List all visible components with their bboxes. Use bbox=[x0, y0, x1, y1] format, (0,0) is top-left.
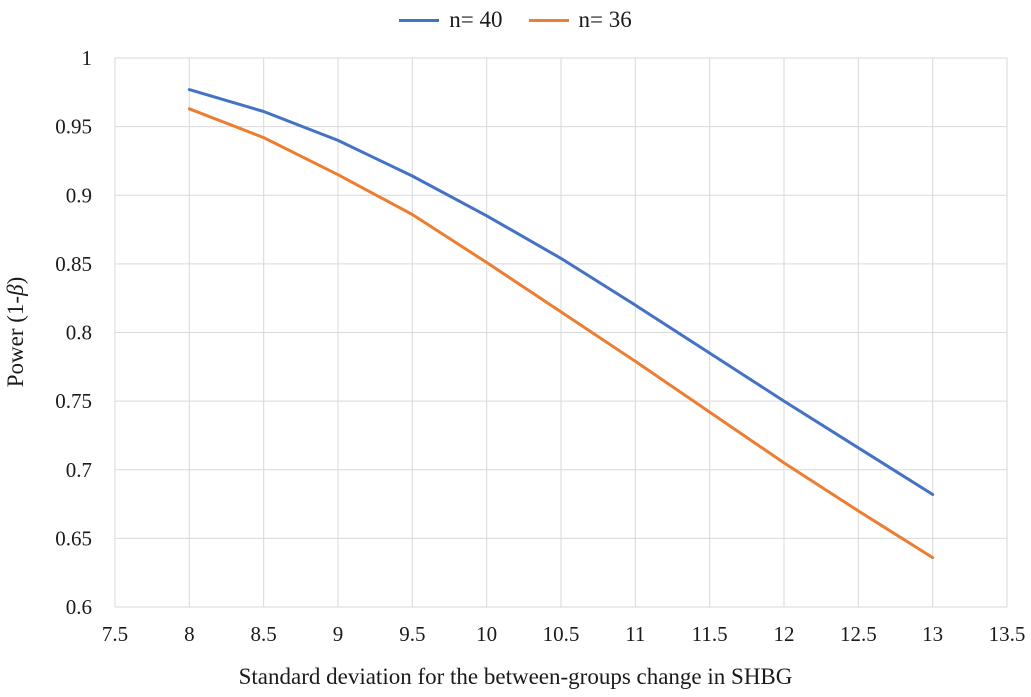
x-axis-label: Standard deviation for the between-group… bbox=[238, 664, 793, 689]
y-tick-label-8: 1 bbox=[82, 46, 93, 70]
legend-item-n40[interactable]: n= 40 bbox=[399, 7, 503, 33]
y-tick-label-5: 0.85 bbox=[55, 252, 92, 276]
y-tick-label-3: 0.75 bbox=[55, 389, 92, 413]
y-axis-label: Power (1-β) bbox=[3, 277, 29, 387]
chart-legend: n= 40 n= 36 bbox=[0, 6, 1031, 34]
series-line-n36 bbox=[187, 107, 935, 560]
x-tick-label-1: 8 bbox=[184, 622, 195, 646]
y-tick-label-7: 0.95 bbox=[55, 115, 92, 139]
y-tick-label-0: 0.6 bbox=[66, 595, 92, 619]
x-tick-label-9: 12 bbox=[774, 622, 795, 646]
legend-swatch-n36 bbox=[528, 18, 569, 22]
x-tick-label-5: 10 bbox=[476, 622, 497, 646]
legend-label-n36: n= 36 bbox=[578, 7, 632, 32]
x-tick-label-10: 12.5 bbox=[840, 622, 877, 646]
x-tick-label-4: 9.5 bbox=[399, 622, 425, 646]
y-axis-label-symbol: β bbox=[3, 284, 28, 296]
x-tick-label-7: 11 bbox=[625, 622, 645, 646]
legend-item-n36[interactable]: n= 36 bbox=[528, 7, 632, 33]
plot-area-frame bbox=[114, 57, 1008, 608]
y-tick-label-1: 0.65 bbox=[55, 526, 92, 550]
x-tick-label-11: 13 bbox=[922, 622, 943, 646]
y-axis-label-suffix: ) bbox=[3, 276, 28, 285]
x-tick-label-0: 7.5 bbox=[102, 622, 128, 646]
x-tick-label-12: 13.5 bbox=[989, 622, 1026, 646]
legend-swatch-n40 bbox=[399, 18, 440, 22]
y-axis-label-prefix: Power (1- bbox=[3, 295, 28, 388]
x-tick-label-6: 10.5 bbox=[543, 622, 580, 646]
y-tick-label-2: 0.7 bbox=[66, 458, 92, 482]
y-tick-label-6: 0.9 bbox=[66, 183, 92, 207]
x-tick-label-3: 9 bbox=[333, 622, 344, 646]
x-tick-label-8: 11.5 bbox=[692, 622, 728, 646]
legend-label-n40: n= 40 bbox=[449, 7, 503, 32]
y-tick-label-4: 0.8 bbox=[66, 321, 92, 345]
x-tick-label-2: 8.5 bbox=[251, 622, 277, 646]
series-line-n40 bbox=[187, 88, 935, 496]
